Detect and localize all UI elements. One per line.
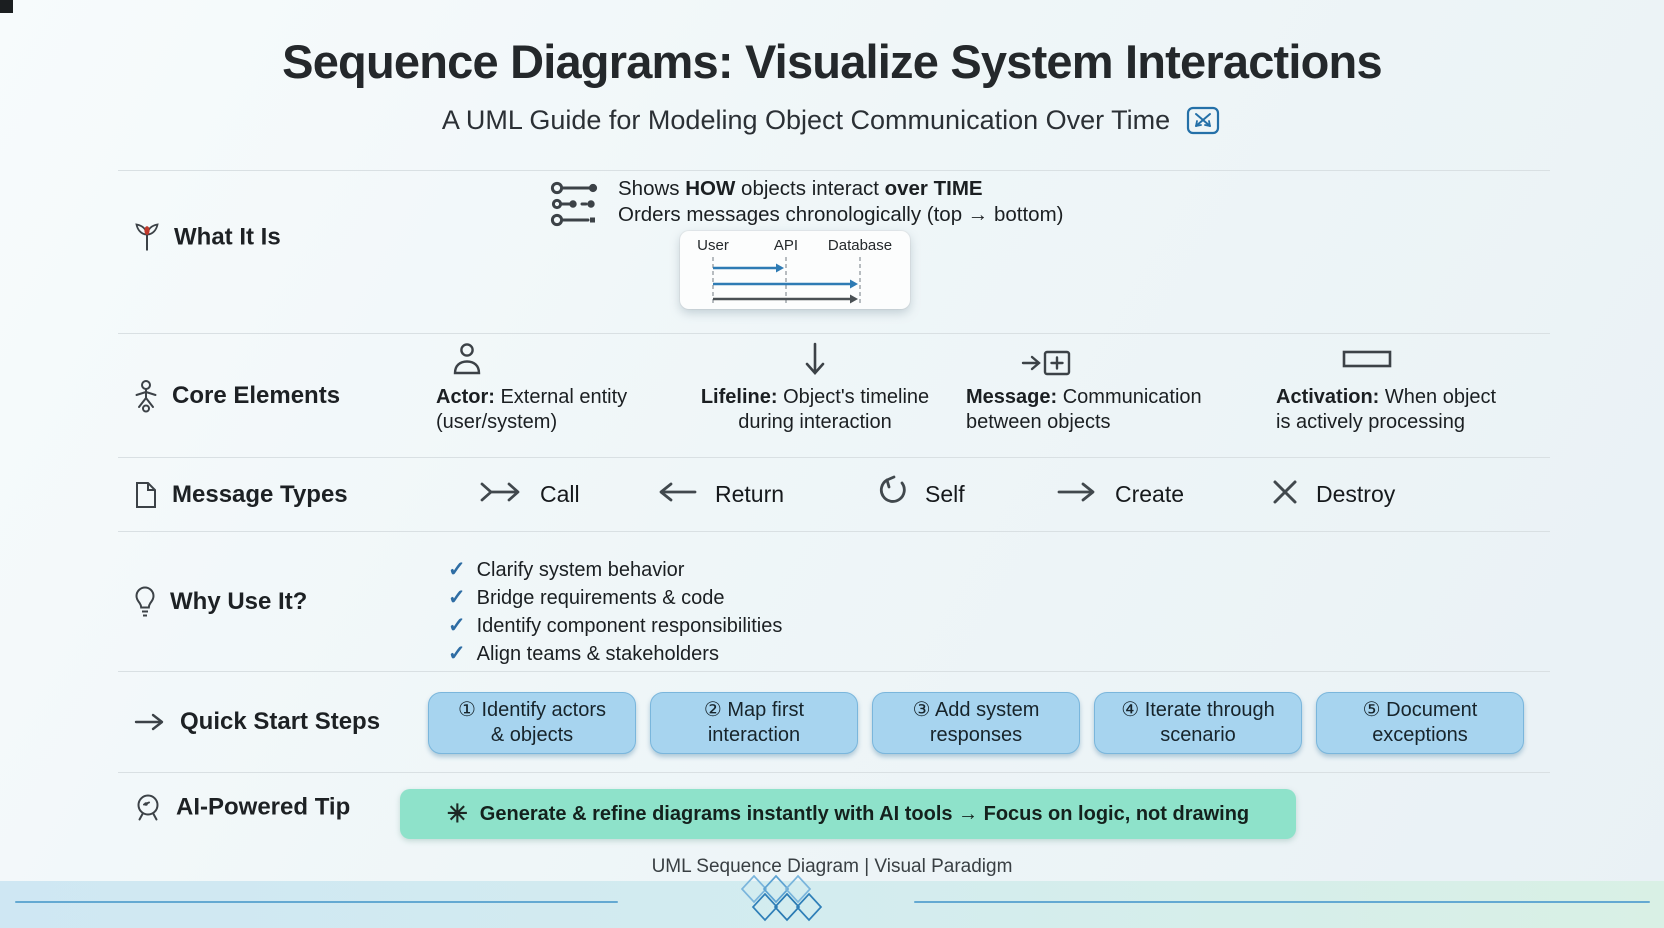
- seedling-icon: [133, 222, 161, 253]
- step-pill-3: ③ Add system responses: [872, 692, 1080, 754]
- check-icon: ✓: [448, 586, 466, 609]
- document-icon: [133, 480, 159, 510]
- check-icon: ✓: [448, 642, 466, 665]
- lifeline-label: API: [773, 237, 799, 254]
- ai-tip-text: Generate & refine diagrams instantly wit…: [479, 802, 1250, 825]
- check-icon: ✓: [448, 614, 466, 637]
- core-element-lifeline: Lifeline: Object's timeline during inter…: [690, 340, 940, 434]
- row-label-ai-tip: AI-Powered Tip: [133, 792, 350, 823]
- lifeline-label: Database: [827, 237, 893, 254]
- row-label-quick-start: Quick Start Steps: [133, 708, 380, 736]
- step-pill-5: ⑤ Document exceptions: [1316, 692, 1524, 754]
- arrow-left-icon: [655, 480, 699, 510]
- ai-tip-banner: ✳ Generate & refine diagrams instantly w…: [400, 789, 1296, 839]
- step-pills: ① Identify actors & objects ② Map first in…: [428, 692, 1524, 754]
- what-it-is-line2: Orders messages chronologically (top → b…: [618, 203, 1064, 226]
- check-icon: ✓: [448, 558, 466, 581]
- sequence-lines-icon: [550, 179, 606, 236]
- header: Sequence Diagrams: Visualize System Inte…: [0, 34, 1664, 137]
- arrow-to-plus-box-icon: [966, 340, 1206, 378]
- visual-paradigm-logo: [740, 874, 826, 928]
- what-it-is-line1: Shows HOW objects interact over TIME: [618, 177, 983, 200]
- core-element-message: Message: Communication between objects: [966, 340, 1206, 434]
- page-title: Sequence Diagrams: Visualize System Inte…: [282, 35, 1382, 88]
- subtitle-text: A UML Guide for Modeling Object Communic…: [441, 104, 1171, 135]
- arrow-down-icon: [690, 340, 940, 378]
- core-element-text: Lifeline: Object's timeline during inter…: [700, 386, 930, 433]
- footer-credit: UML Sequence Diagram | Visual Paradigm: [651, 856, 1013, 877]
- double-arrow-right-icon: [478, 479, 524, 511]
- benefit-item: ✓ Bridge requirements & code: [448, 586, 725, 609]
- row-label-message-types: Message Types: [133, 480, 348, 510]
- benefit-item: ✓ Clarify system behavior: [448, 558, 685, 581]
- core-element-text: Message: Communication between objects: [966, 386, 1202, 433]
- row-label-what-it-is: What It Is: [133, 222, 281, 253]
- mini-diagram-lines: [712, 257, 861, 305]
- core-element-text: Activation: When object is actively proc…: [1276, 386, 1497, 433]
- content-grid: What It Is Shows HOW objects interact ov…: [118, 170, 1550, 842]
- message-type-destroy: Destroy: [1270, 477, 1395, 513]
- footer-divider-right: [914, 901, 1650, 903]
- core-element-activation: Activation: When object is actively proc…: [1276, 340, 1512, 434]
- benefit-item: ✓ Align teams & stakeholders: [448, 642, 719, 665]
- mini-sequence-diagram: User API Database: [680, 231, 910, 309]
- loop-arrow-icon: [875, 475, 909, 515]
- message-type-call: Call: [478, 479, 580, 511]
- message-type-return: Return: [655, 480, 784, 510]
- row-ai-powered-tip: AI-Powered Tip ✳ Generate & refine diagr…: [118, 772, 1550, 842]
- person-icon: [436, 340, 648, 378]
- core-element-actor: Actor: External entity (user/system): [436, 340, 648, 434]
- what-it-is-text: Shows HOW objects interact over TIME Ord…: [618, 176, 1064, 228]
- benefit-item: ✓ Identify component responsibilities: [448, 614, 783, 637]
- arrow-right-icon: [133, 712, 167, 732]
- footer-divider-left: [15, 901, 618, 903]
- arrow-right-icon: [1055, 480, 1099, 510]
- robot-icon: [133, 792, 163, 823]
- row-core-elements: Core Elements Actor: External entity (us…: [118, 333, 1550, 457]
- diagram-arrows-icon: [1184, 103, 1222, 137]
- lifeline-label: User: [697, 237, 729, 254]
- core-element-text: Actor: External entity (user/system): [436, 386, 628, 433]
- message-type-create: Create: [1055, 480, 1184, 510]
- row-what-it-is: What It Is Shows HOW objects interact ov…: [118, 170, 1550, 333]
- page-subtitle: A UML Guide for Modeling Object Communic…: [0, 103, 1664, 137]
- rectangle-icon: [1276, 340, 1512, 378]
- step-pill-2: ② Map first interaction: [650, 692, 858, 754]
- stick-figure-icon: [133, 379, 159, 413]
- corner-mark: [0, 0, 13, 13]
- row-label-core-elements: Core Elements: [133, 379, 340, 413]
- row-why-use-it: Why Use It? ✓ Clarify system behavior ✓ Br…: [118, 531, 1550, 671]
- row-message-types: Message Types Call: [118, 457, 1550, 531]
- step-pill-1: ① Identify actors & objects: [428, 692, 636, 754]
- sparkle-icon: ✳: [446, 800, 468, 828]
- footer-band: [0, 881, 1664, 928]
- lightbulb-icon: [133, 585, 157, 619]
- row-quick-start-steps: Quick Start Steps ① Identify actors & obj…: [118, 671, 1550, 772]
- row-label-why-use-it: Why Use It?: [133, 585, 307, 619]
- message-type-self: Self: [875, 475, 965, 515]
- x-icon: [1270, 477, 1300, 513]
- step-pill-4: ④ Iterate through scenario: [1094, 692, 1302, 754]
- benefits-list: ✓ Clarify system behavior ✓ Bridge require…: [448, 556, 782, 668]
